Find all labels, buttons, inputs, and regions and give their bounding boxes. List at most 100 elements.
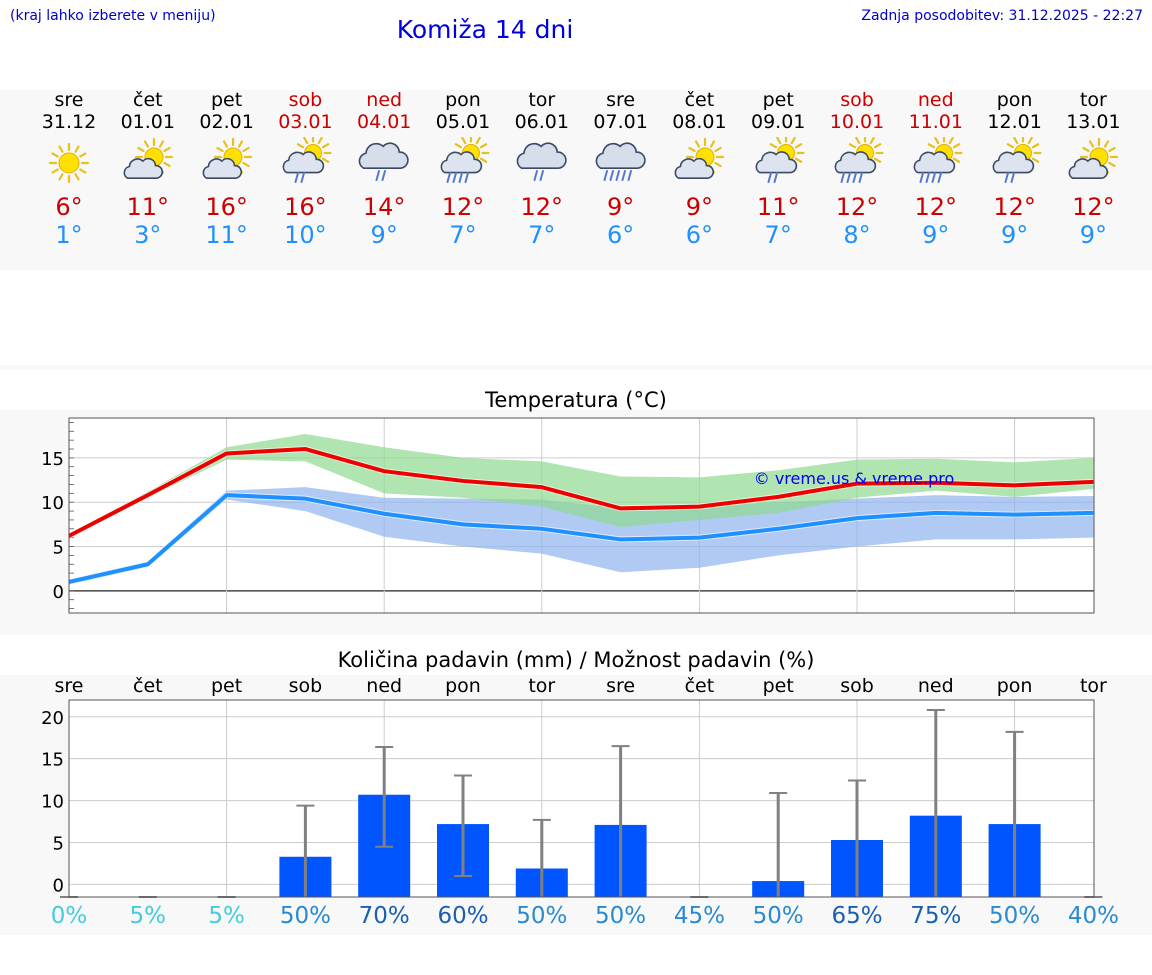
day-date: 01.01 (120, 111, 175, 133)
min-temp: 11° (205, 221, 248, 249)
sun-icon (48, 142, 90, 184)
min-temp: 1° (55, 221, 83, 249)
precip-day-label: pet (211, 675, 242, 697)
max-temp: 11° (126, 193, 170, 221)
cloud-sun-icon (1068, 137, 1119, 179)
day-forecast: pon 05.01 12° 7° (424, 89, 502, 249)
max-temp: 16° (284, 193, 327, 221)
day-name: pon (445, 89, 481, 111)
temp-tick-label: 10 (41, 493, 64, 514)
precip-day-label: sob (289, 675, 323, 697)
max-temp: 12° (1072, 193, 1115, 221)
precip-probability: 60% (437, 903, 489, 929)
day-name: sob (840, 89, 874, 111)
cloud-sun-icon (674, 137, 725, 179)
precip-probability: 45% (673, 903, 725, 929)
temp-max-band (69, 433, 1094, 538)
max-temp: 12° (993, 193, 1036, 221)
temp-max-line (68, 447, 1094, 538)
min-temp: 9° (1000, 221, 1029, 249)
min-temp: 9° (922, 221, 950, 249)
day-date: 05.01 (435, 111, 491, 133)
precip-tick-label: 15 (41, 750, 64, 771)
cloud-rain-icon (516, 142, 567, 181)
day-forecast: ned 04.01 14° 9° (345, 89, 423, 249)
min-temp: 7° (528, 221, 556, 249)
max-temp: 9° (685, 193, 714, 221)
cloud-rain-icon (358, 142, 409, 181)
precip-probability: 50% (989, 903, 1041, 929)
watermark: © vreme.us & vreme.pro (754, 469, 955, 488)
sun-cloud-heavy-rain-icon (834, 137, 884, 183)
day-name: tor (1079, 89, 1107, 111)
min-temp: 8° (843, 221, 871, 249)
max-temp: 9° (606, 193, 635, 221)
precip-tick-label: 20 (41, 708, 64, 729)
min-temp: 9° (370, 221, 398, 249)
precip-tick-label: 10 (41, 792, 64, 813)
day-name: ned (366, 89, 403, 111)
sun-cloud-rain-icon (992, 137, 1042, 183)
precip-probability: 75% (910, 903, 962, 929)
day-name: ned (917, 89, 954, 111)
day-forecast: sob 03.01 16° 10° (266, 89, 344, 249)
precip-day-label: pon (997, 675, 1033, 697)
day-date: 08.01 (672, 111, 727, 133)
max-temp: 6° (55, 193, 83, 221)
day-date: 06.01 (514, 111, 569, 133)
precip-day-label: pet (763, 675, 794, 697)
day-name: pon (996, 89, 1033, 111)
temp-tick-label: 15 (41, 449, 64, 470)
day-forecast: pet 02.01 16° 11° (188, 89, 266, 249)
day-date: 13.01 (1066, 111, 1121, 133)
min-temp: 6° (606, 221, 635, 249)
day-date: 31.12 (41, 111, 97, 133)
precip-chart-title: Količina padavin (mm) / Možnost padavin … (337, 648, 815, 672)
precipitation-chart: sre čet pet sob ned pon tor sre čet pet sob ned pon t… (41, 675, 1107, 898)
temp-plot-frame (68, 417, 1095, 614)
cloud-sun-icon (123, 137, 173, 179)
cloud-sun-icon (202, 137, 252, 179)
precip-day-label: tor (1080, 675, 1107, 697)
day-name: tor (528, 89, 556, 111)
sun-cloud-rain-icon (283, 137, 332, 183)
precip-probability: 40% (1067, 903, 1119, 929)
precip-probability: 5% (129, 903, 167, 929)
precip-day-label: čet (133, 675, 163, 697)
day-forecast: sre 07.01 9° 6° (582, 89, 660, 249)
max-temp: 11° (756, 193, 800, 221)
min-temp: 7° (764, 221, 792, 249)
day-date: 12.01 (987, 111, 1042, 133)
min-temp: 6° (685, 221, 714, 249)
day-forecast: sob 10.01 12° 8° (818, 89, 896, 249)
precip-probability: 5% (208, 903, 245, 929)
day-date: 07.01 (593, 111, 648, 133)
max-temp: 12° (441, 193, 485, 221)
day-date: 02.01 (199, 111, 254, 133)
day-date: 04.01 (356, 111, 412, 133)
min-temp: 3° (134, 221, 162, 249)
sun-cloud-rain-icon (755, 137, 805, 183)
day-name: pet (210, 89, 243, 111)
day-name: pet (762, 89, 794, 111)
last-updated: Zadnja posodobitev: 31.12.2025 - 22:27 (861, 8, 1143, 24)
day-forecast: čet 01.01 11° 3° (109, 89, 187, 249)
precip-day-label: sob (840, 675, 874, 697)
day-date: 11.01 (908, 111, 963, 133)
day-date: 09.01 (750, 111, 806, 133)
forecast-band (0, 90, 1152, 270)
precip-tick-label: 0 (53, 875, 64, 896)
precip-probability: 65% (831, 903, 883, 929)
precip-probability: 0% (50, 903, 88, 929)
precip-probability: 50% (752, 903, 804, 929)
max-temp: 16° (205, 193, 248, 221)
day-name: sob (288, 89, 323, 111)
day-forecast: tor 13.01 12° 9° (1054, 89, 1132, 249)
day-forecast-row: sre 31.12 6° 1° čet 01.01 11° 3° pet 02.01 16° 11° s… (0, 89, 1152, 269)
cloud-heavy-rain-icon (595, 142, 646, 181)
day-date: 03.01 (278, 111, 333, 133)
day-date: 10.01 (829, 111, 885, 133)
precip-day-label: sre (55, 675, 84, 697)
day-forecast: ned 11.01 12° 9° (897, 89, 975, 249)
max-temp: 12° (914, 193, 958, 221)
